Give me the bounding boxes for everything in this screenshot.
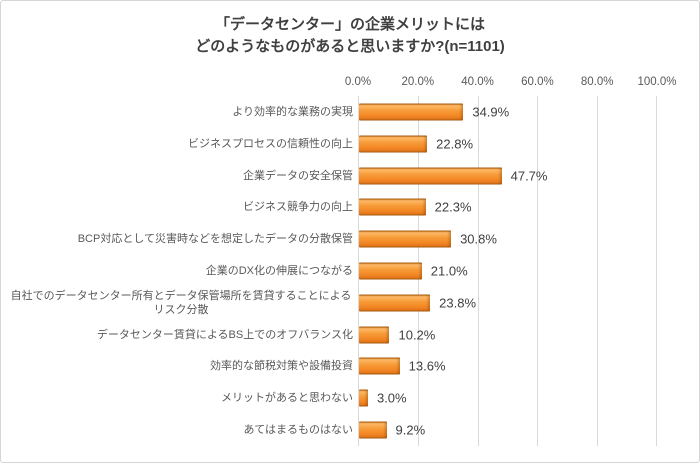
chart-bar-row: あてはまるものはない 9.2% xyxy=(1,414,699,446)
gridline xyxy=(477,96,479,446)
value-label: 47.7% xyxy=(510,168,548,184)
chart-title: 「データセンター」の企業メリットには どのようなものがあると思いますか?(n=1… xyxy=(1,14,699,58)
category-label: 企業のDX化の伸展につながる xyxy=(205,264,353,277)
x-axis-tick-label: 80.0% xyxy=(580,76,614,88)
category-label: ビジネスプロセスの信頼性の向上 xyxy=(188,137,353,150)
value-label: 22.3% xyxy=(434,199,472,215)
value-label: 23.8% xyxy=(439,295,477,311)
category-label: BCP対応として災害時などを想定したデータの分散保管 xyxy=(77,233,353,246)
value-label: 30.8% xyxy=(460,231,497,247)
bar xyxy=(359,326,390,344)
chart-bar-row: より効率的な業務の実現 34.9% xyxy=(1,96,699,128)
bar xyxy=(359,389,368,407)
category-label: 効率的な節税対策や設備投資 xyxy=(210,360,353,373)
x-axis-tick-label: 40.0% xyxy=(461,76,494,88)
category-label: 自社でのデータセンター所有とデータ保管場所を賃貸することによるリスク分散 xyxy=(10,289,352,316)
chart-bar-row: 企業データの安全保管 47.7% xyxy=(1,160,699,192)
bar xyxy=(359,357,400,375)
bar xyxy=(359,421,387,439)
chart-bar-row: ビジネスプロセスの信頼性の向上 22.8% xyxy=(1,128,699,160)
category-label: メリットがあると思わない xyxy=(221,392,353,405)
chart-title-line1: 「データセンター」の企業メリットには xyxy=(214,16,485,33)
chart-bar-row: 企業のDX化の伸展につながる 21.0% xyxy=(1,255,699,287)
chart-bar-row: 自社でのデータセンター所有とデータ保管場所を賃貸することによるリスク分散 23.8… xyxy=(1,287,699,319)
category-label: 企業データの安全保管 xyxy=(243,169,353,182)
chart-bar-row: ビジネス競争力の向上 22.3% xyxy=(1,191,699,223)
chart-bar-row: BCP対応として災害時などを想定したデータの分散保管 30.8% xyxy=(1,223,699,255)
value-label: 22.8% xyxy=(436,136,474,152)
chart-title-line2: どのようなものがあると思いますか?(n=1101) xyxy=(195,38,505,55)
chart-bar-row: 効率的な節税対策や設備投資 13.6% xyxy=(1,351,699,383)
x-axis-tick-label: 100.0% xyxy=(637,76,677,88)
bar xyxy=(359,262,422,280)
category-label: より効率的な業務の実現 xyxy=(232,105,353,118)
value-label: 9.2% xyxy=(395,422,426,438)
gridline xyxy=(537,96,539,446)
bar xyxy=(359,103,464,121)
chart-bar-row: データセンター賃貸によるBS上でのオフバランス化 10.2% xyxy=(1,319,699,351)
category-label: ビジネス競争力の向上 xyxy=(243,201,353,214)
bar xyxy=(359,294,431,312)
bar-rows: より効率的な業務の実現 34.9% ビジネスプロセスの信頼性の向上 22.8% 企業デー… xyxy=(1,96,699,446)
bar xyxy=(359,198,426,216)
gridline xyxy=(358,96,359,446)
value-label: 10.2% xyxy=(398,327,436,343)
value-label: 34.9% xyxy=(472,104,510,120)
category-label: データセンター賃貸によるBS上でのオフバランス化 xyxy=(96,328,353,341)
gridline xyxy=(656,96,657,446)
value-label: 13.6% xyxy=(408,358,446,374)
bar xyxy=(359,135,428,153)
bar xyxy=(359,167,502,185)
category-label: あてはまるものはない xyxy=(243,424,353,437)
x-axis-tick-label: 0.0% xyxy=(344,76,372,88)
bar xyxy=(359,230,452,248)
gridline xyxy=(597,96,599,446)
chart-bar-row: メリットがあると思わない 3.0% xyxy=(1,382,699,414)
x-axis-tick-label: 20.0% xyxy=(401,76,435,88)
x-axis: 0.0% 20.0% 40.0% 60.0% 80.0% 100.0% xyxy=(1,76,699,92)
x-axis-tick-label: 60.0% xyxy=(521,76,554,88)
value-label: 21.0% xyxy=(430,263,468,279)
value-label: 3.0% xyxy=(376,390,407,406)
